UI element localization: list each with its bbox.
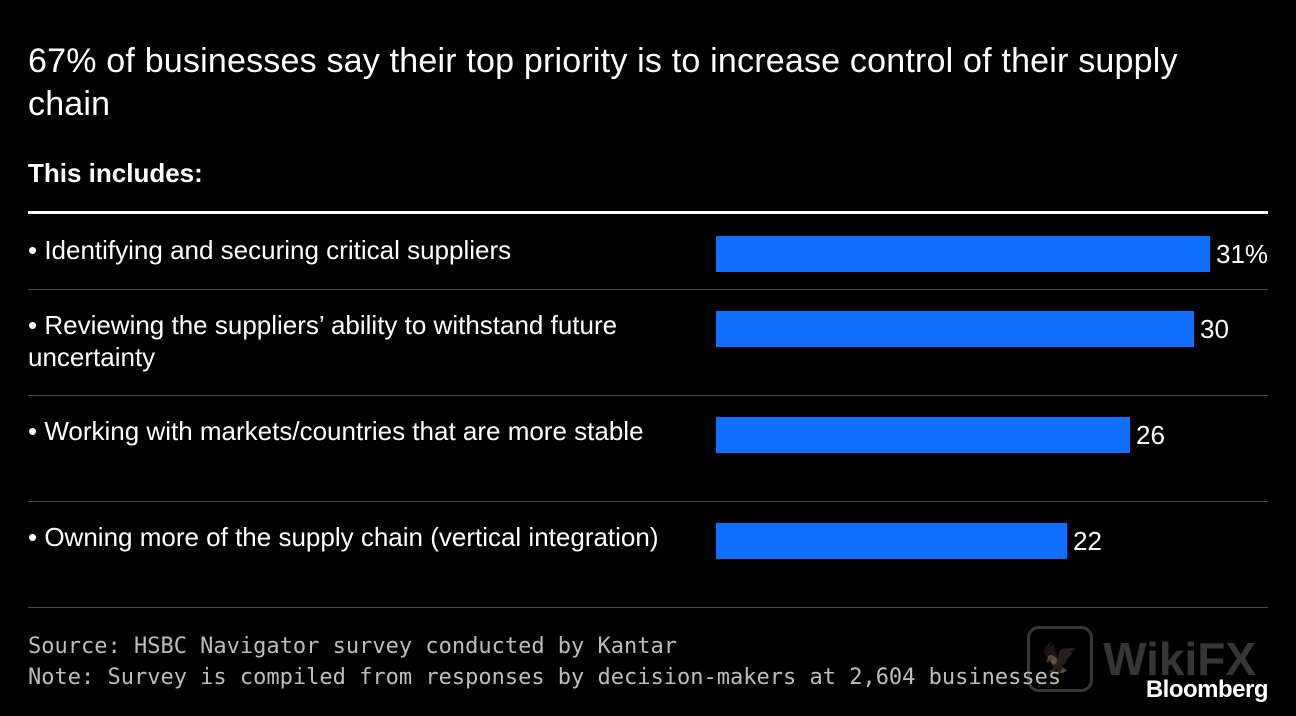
bar-row: • Owning more of the supply chain (verti…: [28, 501, 1268, 608]
bar: [716, 417, 1130, 453]
chart-subtitle: This includes:: [28, 158, 203, 188]
bar: [716, 236, 1210, 272]
bar-row: • Identifying and securing critical supp…: [28, 214, 1268, 290]
bar-row: • Working with markets/countries that ar…: [28, 395, 1268, 502]
category-label: • Working with markets/countries that ar…: [28, 416, 644, 446]
bar: [716, 523, 1067, 559]
survey-note: Note: Survey is compiled from responses …: [28, 665, 1062, 690]
watermark: 🦅 WikiFX: [1027, 626, 1256, 692]
category-label: • Identifying and securing critical supp…: [28, 235, 512, 265]
source-note: Source: HSBC Navigator survey conducted …: [28, 634, 678, 659]
bar-row: • Reviewing the suppliers’ ability to wi…: [28, 289, 1268, 396]
bar: [716, 311, 1194, 347]
eagle-icon: 🦅: [1027, 626, 1094, 692]
brand-logo: Bloomberg: [1145, 676, 1269, 703]
chart-title: 67% of businesses say their top priority…: [28, 42, 1178, 123]
category-label: • Owning more of the supply chain (verti…: [28, 522, 659, 552]
top-divider: [28, 211, 1268, 214]
watermark-text: WikiFX: [1103, 633, 1256, 685]
value-label: 22: [1073, 526, 1102, 556]
value-label: 30: [1200, 314, 1229, 344]
category-label: • Reviewing the suppliers’ ability to wi…: [28, 310, 618, 372]
value-label: 26: [1136, 420, 1165, 450]
value-label: 31%: [1216, 239, 1269, 269]
